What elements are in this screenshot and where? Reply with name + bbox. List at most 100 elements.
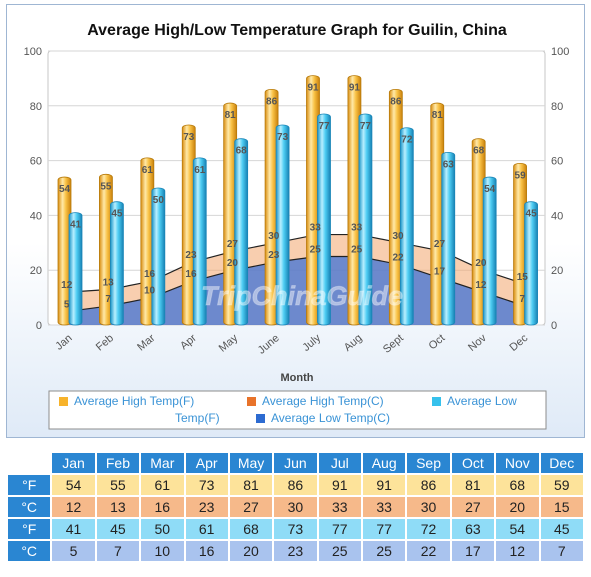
table-cell: 77 [363, 519, 406, 539]
high-c-value-label: 27 [434, 239, 446, 250]
table-row: °C 12 13 16 23 27 30 33 33 30 27 20 15 [8, 497, 583, 517]
low-f-bar-jan [68, 212, 83, 326]
y-tick-label-right: 0 [551, 320, 557, 332]
table-month-header: May [229, 453, 273, 473]
low-c-value-label: 10 [144, 286, 156, 297]
x-tick-label: Apr [178, 332, 199, 352]
table-cell: 86 [274, 475, 317, 495]
table-row: °F 41 45 50 61 68 73 77 77 72 63 54 45 [8, 519, 583, 539]
high-c-value-label: 13 [103, 277, 115, 288]
high-f-value-label: 73 [183, 132, 195, 143]
low-f-value-label: 68 [236, 146, 248, 157]
low-f-bar-nov [482, 176, 497, 326]
low-c-value-label: 22 [392, 253, 404, 264]
table-cell: 22 [407, 541, 450, 561]
table-row: °F 54 55 61 73 81 86 91 91 86 81 68 59 [8, 475, 583, 495]
table-cell: 91 [363, 475, 406, 495]
temperature-chart: Average High/Low Temperature Graph for G… [24, 22, 569, 430]
table-cell: 10 [141, 541, 184, 561]
high-f-value-label: 59 [515, 170, 527, 181]
y-tick-label-right: 80 [551, 101, 563, 113]
x-tick-label: Oct [427, 332, 448, 352]
table-month-header: Jul [318, 453, 361, 473]
high-f-value-label: 81 [225, 110, 237, 121]
table-cell: 23 [274, 541, 317, 561]
low-f-value-label: 41 [70, 220, 82, 231]
low-f-bar-oct [441, 151, 456, 326]
high-f-value-label: 81 [432, 110, 444, 121]
low-c-value-label: 7 [105, 294, 111, 305]
low-c-value-label: 23 [268, 250, 280, 261]
low-f-value-label: 54 [484, 184, 496, 195]
table-month-header: Oct [451, 453, 495, 473]
table-cell: 7 [540, 541, 583, 561]
table-cell: 33 [363, 497, 406, 517]
table-cell: 27 [229, 497, 273, 517]
chart-legend: Average High Temp(F) Average High Temp(C… [48, 390, 547, 430]
legend-label-low-f: Average Low Temp(F) [175, 394, 520, 425]
table-cell: 5 [52, 541, 95, 561]
table-row-label: °C [8, 497, 51, 517]
low-f-value-label: 77 [318, 121, 330, 132]
high-c-value-label: 30 [392, 231, 404, 242]
y-tick-label-left: 0 [36, 320, 42, 332]
x-tick-label: Aug [342, 332, 365, 354]
table-cell: 16 [185, 541, 228, 561]
high-c-value-label: 20 [475, 258, 487, 269]
table-cell: 61 [141, 475, 184, 495]
table-cell: 17 [451, 541, 495, 561]
table-header-row: Jan Feb Mar Apr May Jun Jul Aug Sep Oct Nov Dec [8, 453, 583, 473]
chart-title: Average High/Low Temperature Graph for G… [87, 22, 507, 39]
table-row-label: °F [8, 475, 51, 495]
high-f-value-label: 55 [100, 181, 112, 192]
table-cell: 54 [52, 475, 95, 495]
y-tick-label-right: 40 [551, 210, 563, 222]
high-f-value-label: 91 [307, 83, 319, 94]
table-cell: 50 [141, 519, 184, 539]
table-cell: 30 [274, 497, 317, 517]
high-c-value-label: 15 [517, 272, 529, 283]
table-cell: 12 [52, 497, 95, 517]
table-month-header: Sep [407, 453, 450, 473]
x-tick-label: Sept [381, 332, 406, 356]
chart-panel: Average High/Low Temperature Graph for G… [6, 4, 585, 438]
low-f-bar-feb [110, 201, 124, 326]
legend-label-low-c: Average Low Temp(C) [271, 411, 390, 425]
low-f-value-label: 77 [360, 121, 372, 132]
table-month-header: Jun [274, 453, 317, 473]
high-c-value-label: 30 [268, 231, 280, 242]
x-tick-label: June [256, 332, 282, 357]
table-cell: 73 [274, 519, 317, 539]
x-tick-label: Mar [135, 332, 157, 354]
low-f-bar-mar [151, 187, 166, 326]
table-month-header: Nov [496, 453, 539, 473]
high-f-value-label: 86 [390, 96, 402, 107]
table-row-label: °F [8, 519, 51, 539]
high-c-value-label: 33 [310, 223, 322, 234]
table-cell: 86 [407, 475, 450, 495]
table-cell: 68 [496, 475, 539, 495]
table-month-header: Jan [52, 453, 95, 473]
y-tick-label-left: 20 [30, 265, 42, 277]
table-cell: 73 [185, 475, 228, 495]
high-c-value-label: 33 [351, 223, 363, 234]
x-tick-label: Feb [94, 332, 116, 353]
table-cell: 20 [229, 541, 273, 561]
low-f-value-label: 50 [153, 195, 165, 206]
low-f-bar-july [317, 113, 331, 326]
low-c-value-label: 25 [310, 245, 322, 256]
table-cell: 30 [407, 497, 450, 517]
low-f-bar-sept [399, 127, 414, 326]
low-c-value-label: 16 [185, 269, 197, 280]
table-cell: 68 [229, 519, 273, 539]
legend-label-high-c: Average High Temp(C) [262, 394, 384, 408]
x-tick-label: May [217, 332, 241, 355]
high-f-value-label: 86 [266, 96, 278, 107]
low-f-value-label: 63 [443, 159, 455, 170]
table-cell: 33 [318, 497, 361, 517]
low-f-value-label: 72 [401, 135, 413, 146]
low-f-bar-june [275, 124, 290, 326]
table-row: °C 5 7 10 16 20 23 25 25 22 17 12 7 [8, 541, 583, 561]
low-c-value-label: 25 [351, 245, 363, 256]
table-cell: 25 [318, 541, 361, 561]
